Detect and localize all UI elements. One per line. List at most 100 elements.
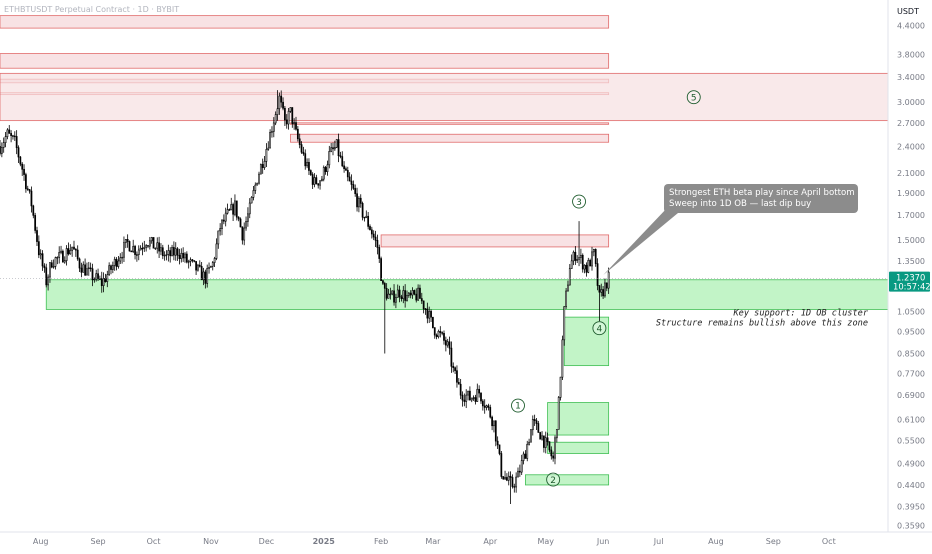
candle — [578, 221, 580, 267]
candle — [374, 230, 377, 248]
candle — [254, 182, 257, 194]
candle — [322, 165, 325, 182]
candle — [106, 270, 109, 288]
wave-label-circle-2 — [546, 472, 561, 487]
candle — [147, 244, 149, 249]
candle — [60, 245, 62, 255]
candle — [235, 200, 238, 221]
currency-label: USDT — [897, 7, 919, 16]
candle — [110, 264, 112, 275]
candle — [30, 186, 33, 213]
candle — [234, 194, 236, 217]
candle — [513, 483, 516, 493]
candle — [550, 446, 553, 460]
candle — [581, 253, 584, 273]
candle — [126, 234, 129, 248]
candle — [58, 246, 61, 264]
candle — [387, 288, 390, 299]
candle — [189, 257, 192, 267]
candle — [598, 285, 601, 322]
candle — [180, 248, 183, 263]
candle — [12, 134, 14, 140]
candle — [95, 269, 98, 282]
candle — [226, 203, 229, 215]
candle — [278, 92, 281, 115]
candle — [93, 277, 96, 283]
candle — [115, 257, 118, 271]
wave-labels-layer: 1 2 3 4 5 — [511, 90, 701, 487]
candle — [32, 204, 35, 219]
candle — [315, 174, 318, 185]
candle — [69, 244, 72, 255]
candle — [555, 429, 558, 443]
candle — [224, 207, 227, 227]
candle — [306, 158, 308, 169]
candle — [543, 435, 545, 453]
candle — [263, 156, 266, 170]
candle — [430, 309, 432, 322]
candle — [285, 114, 288, 129]
candle — [337, 133, 340, 163]
candle — [280, 90, 283, 108]
candle — [222, 214, 225, 225]
candle — [321, 175, 323, 182]
candle — [409, 290, 412, 299]
time-axis-background[interactable] — [0, 532, 932, 550]
candle — [485, 404, 488, 411]
candle — [276, 90, 279, 121]
candle — [19, 155, 22, 167]
candle — [585, 262, 588, 277]
candle — [478, 385, 481, 398]
candle — [34, 212, 37, 234]
candle — [413, 289, 416, 296]
candle — [520, 454, 523, 475]
candle — [108, 262, 111, 276]
candle — [354, 184, 357, 197]
candle — [437, 329, 440, 339]
price-tick-label: 0.3590 — [897, 522, 925, 531]
candle — [402, 285, 405, 304]
candle — [524, 450, 527, 459]
candle — [241, 226, 244, 245]
time-tick-label: May — [537, 537, 554, 546]
candle — [574, 246, 577, 265]
candle — [165, 250, 168, 261]
candle — [389, 287, 392, 300]
price-tick-label: 2.4000 — [897, 142, 925, 151]
candle — [506, 473, 508, 482]
candle — [539, 431, 542, 440]
time-tick-label: Apr — [483, 537, 498, 546]
candle — [202, 267, 205, 286]
candle — [570, 254, 573, 269]
candle — [169, 247, 172, 263]
candle — [359, 194, 362, 208]
candle — [515, 472, 518, 493]
candle — [587, 257, 590, 274]
price-tick-label: 0.9500 — [897, 327, 925, 336]
candle — [148, 236, 151, 250]
time-tick-label: Aug — [33, 537, 49, 546]
candle — [65, 245, 68, 266]
candle — [119, 253, 122, 265]
candle — [583, 264, 586, 274]
candle — [139, 245, 142, 251]
price-tick-label: 0.6100 — [897, 416, 925, 425]
candle — [446, 338, 449, 348]
candle — [198, 260, 201, 268]
candle — [160, 243, 162, 256]
candle — [376, 234, 379, 255]
candle — [21, 162, 24, 176]
candle — [293, 118, 296, 130]
callout-line-2: Sweep into 1D OB — last dip buy — [669, 199, 811, 209]
candle — [25, 172, 27, 193]
candle — [493, 420, 495, 433]
candle — [23, 164, 25, 181]
candle — [213, 256, 216, 267]
current-price-value: 1.2370 — [896, 273, 925, 283]
price-tick-label: 1.3500 — [897, 257, 925, 266]
candle — [459, 378, 462, 400]
candle — [350, 174, 353, 191]
wave-label-circle-5 — [686, 90, 701, 105]
